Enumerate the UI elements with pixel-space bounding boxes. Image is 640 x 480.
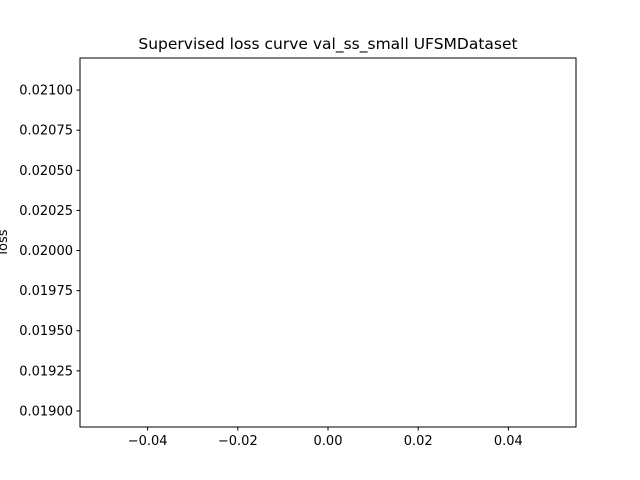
y-tick-label: 0.01925 xyxy=(19,364,73,379)
y-tick-label: 0.02000 xyxy=(19,244,73,259)
x-tick-label: 0.04 xyxy=(494,434,523,449)
chart-title: Supervised loss curve val_ss_small UFSMD… xyxy=(138,35,517,54)
x-tick-label: −0.04 xyxy=(128,434,168,449)
x-tick-label: 0.02 xyxy=(404,434,433,449)
x-axis-ticks: −0.04 −0.02 0.00 0.02 0.04 xyxy=(128,427,523,449)
y-tick-label: 0.01900 xyxy=(19,404,73,419)
y-tick-label: 0.02025 xyxy=(19,204,73,219)
plot-area-frame xyxy=(79,57,577,428)
y-axis-label: loss xyxy=(0,229,11,254)
y-tick-label: 0.01975 xyxy=(19,284,73,299)
y-tick-label: 0.01950 xyxy=(19,324,73,339)
y-tick-label: 0.02075 xyxy=(19,124,73,139)
x-tick-label: 0.00 xyxy=(314,434,343,449)
y-axis-ticks: 0.01900 0.01925 0.01950 0.01975 0.02000 0.020… xyxy=(19,84,80,419)
y-tick-label: 0.02100 xyxy=(19,84,73,99)
x-tick-label: −0.02 xyxy=(218,434,258,449)
y-tick-label: 0.02050 xyxy=(19,164,73,179)
